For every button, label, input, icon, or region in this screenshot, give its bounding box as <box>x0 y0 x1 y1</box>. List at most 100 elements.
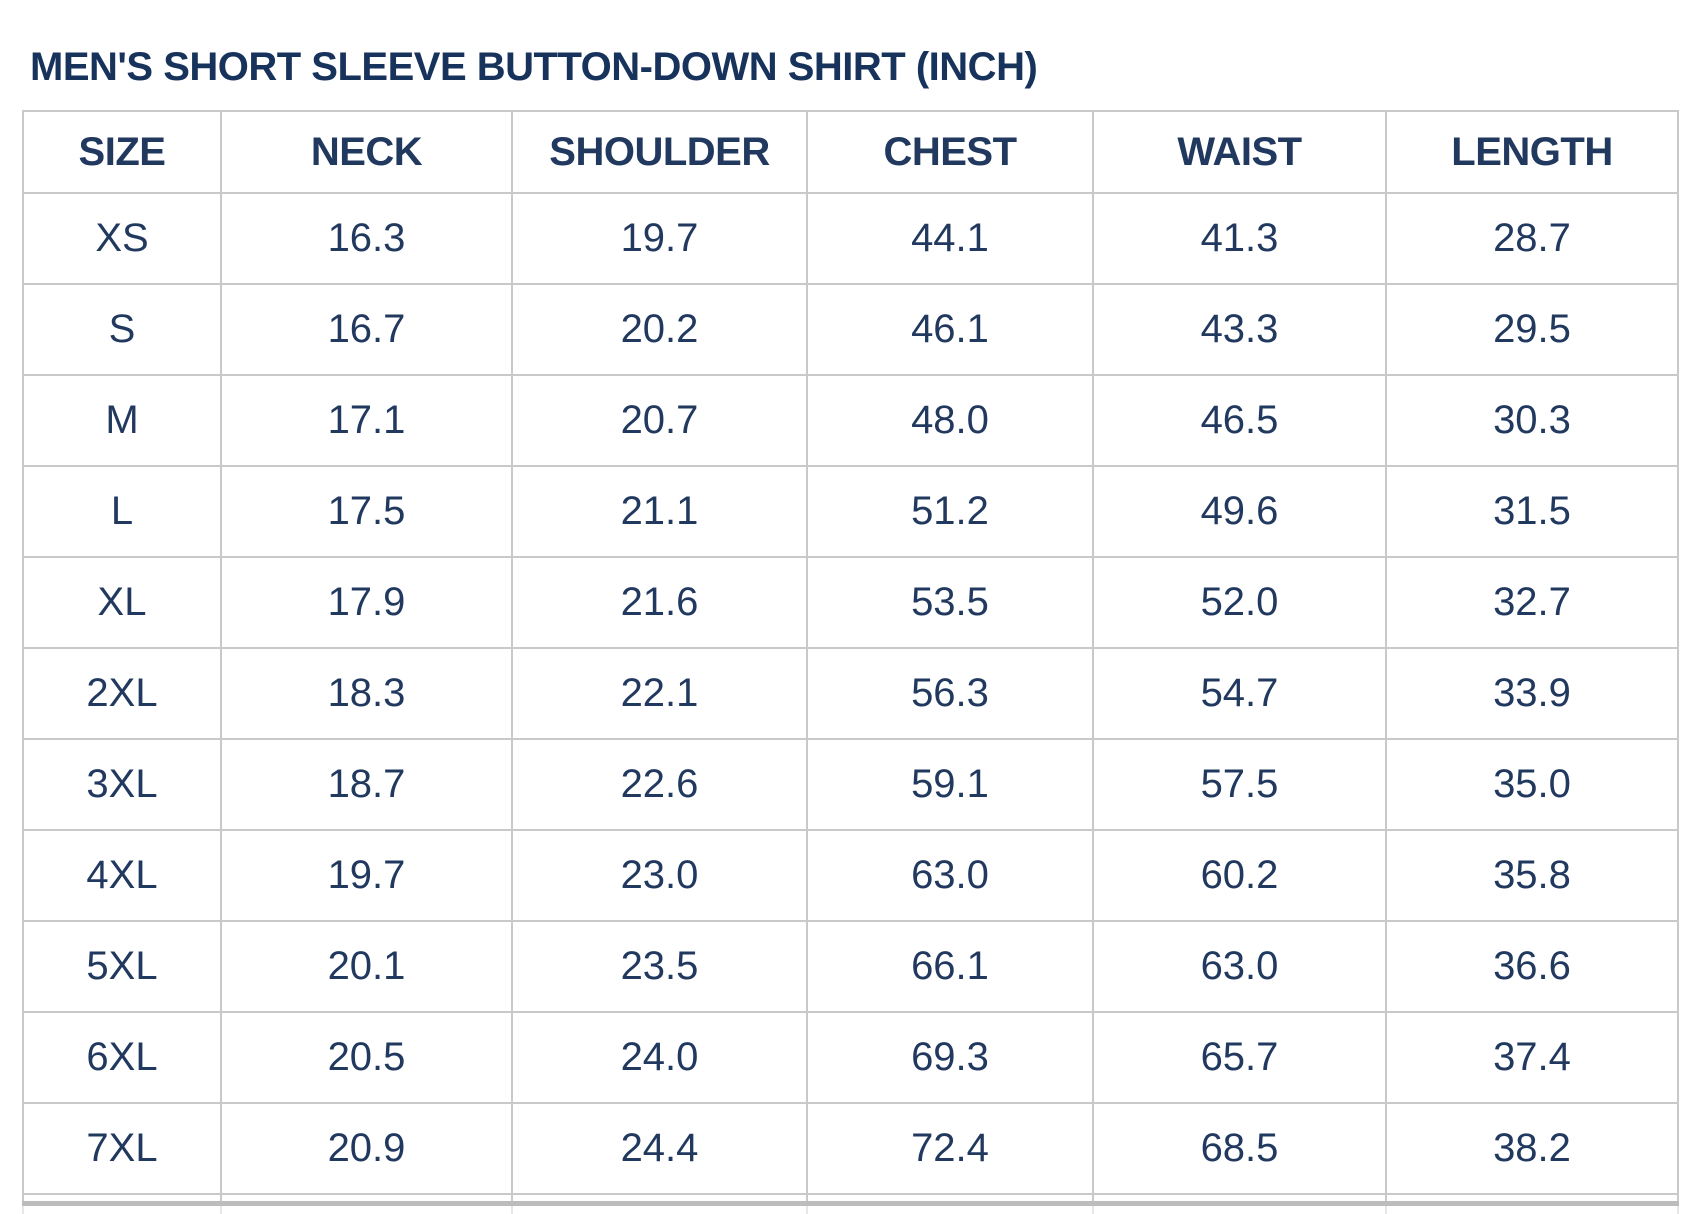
waist-cell: 63.0 <box>1092 920 1387 1013</box>
page-title: MEN'S SHORT SLEEVE BUTTON-DOWN SHIRT (IN… <box>30 45 1038 89</box>
size-cell: 4XL <box>22 829 222 922</box>
shoulder-cell: 24.0 <box>511 1011 808 1104</box>
shoulder-cell: 24.4 <box>511 1102 808 1195</box>
column-header-length: LENGTH <box>1385 110 1679 194</box>
clipped-partial-row <box>22 1203 1679 1214</box>
empty-cell <box>220 1193 513 1206</box>
size-cell: 3XL <box>22 738 222 831</box>
chest-cell: 44.1 <box>806 192 1094 285</box>
table-row: 5XL 20.1 23.5 66.1 63.0 36.6 <box>22 920 1679 1013</box>
neck-cell: 16.3 <box>220 192 513 285</box>
table-row: S 16.7 20.2 46.1 43.3 29.5 <box>22 283 1679 376</box>
chest-cell: 48.0 <box>806 374 1094 467</box>
size-cell: 6XL <box>22 1011 222 1104</box>
length-cell: 31.5 <box>1385 465 1679 558</box>
size-chart-table: SIZE NECK SHOULDER CHEST WAIST LENGTH XS… <box>22 110 1679 1214</box>
shoulder-cell: 23.0 <box>511 829 808 922</box>
empty-cell <box>22 1203 222 1214</box>
chest-cell: 53.5 <box>806 556 1094 649</box>
chest-cell: 69.3 <box>806 1011 1094 1104</box>
clipped-partial-row <box>22 1193 1679 1206</box>
length-cell: 36.6 <box>1385 920 1679 1013</box>
empty-cell <box>22 1193 222 1206</box>
length-cell: 28.7 <box>1385 192 1679 285</box>
neck-cell: 17.1 <box>220 374 513 467</box>
empty-cell <box>1092 1193 1387 1206</box>
shoulder-cell: 20.2 <box>511 283 808 376</box>
neck-cell: 20.9 <box>220 1102 513 1195</box>
size-cell: S <box>22 283 222 376</box>
size-cell: 7XL <box>22 1102 222 1195</box>
column-header-waist: WAIST <box>1092 110 1387 194</box>
empty-cell <box>1385 1193 1679 1206</box>
length-cell: 30.3 <box>1385 374 1679 467</box>
neck-cell: 17.9 <box>220 556 513 649</box>
neck-cell: 17.5 <box>220 465 513 558</box>
waist-cell: 68.5 <box>1092 1102 1387 1195</box>
shoulder-cell: 22.1 <box>511 647 808 740</box>
size-cell: L <box>22 465 222 558</box>
waist-cell: 46.5 <box>1092 374 1387 467</box>
neck-cell: 18.7 <box>220 738 513 831</box>
length-cell: 35.0 <box>1385 738 1679 831</box>
waist-cell: 49.6 <box>1092 465 1387 558</box>
waist-cell: 52.0 <box>1092 556 1387 649</box>
shoulder-cell: 19.7 <box>511 192 808 285</box>
column-header-neck: NECK <box>220 110 513 194</box>
length-cell: 29.5 <box>1385 283 1679 376</box>
length-cell: 32.7 <box>1385 556 1679 649</box>
shoulder-cell: 23.5 <box>511 920 808 1013</box>
chest-cell: 72.4 <box>806 1102 1094 1195</box>
empty-cell <box>806 1203 1094 1214</box>
waist-cell: 54.7 <box>1092 647 1387 740</box>
size-cell: XL <box>22 556 222 649</box>
table-row: 7XL 20.9 24.4 72.4 68.5 38.2 <box>22 1102 1679 1195</box>
table-row: 4XL 19.7 23.0 63.0 60.2 35.8 <box>22 829 1679 922</box>
chest-cell: 56.3 <box>806 647 1094 740</box>
chest-cell: 46.1 <box>806 283 1094 376</box>
waist-cell: 65.7 <box>1092 1011 1387 1104</box>
shoulder-cell: 21.1 <box>511 465 808 558</box>
waist-cell: 60.2 <box>1092 829 1387 922</box>
length-cell: 35.8 <box>1385 829 1679 922</box>
table-body: XS 16.3 19.7 44.1 41.3 28.7 S 16.7 20.2 46.1 43.3 2… <box>22 192 1679 1214</box>
empty-cell <box>511 1203 808 1214</box>
neck-cell: 20.1 <box>220 920 513 1013</box>
column-header-shoulder: SHOULDER <box>511 110 808 194</box>
empty-cell <box>1385 1203 1679 1214</box>
size-cell: 5XL <box>22 920 222 1013</box>
size-cell: M <box>22 374 222 467</box>
size-cell: 2XL <box>22 647 222 740</box>
table-row: 2XL 18.3 22.1 56.3 54.7 33.9 <box>22 647 1679 740</box>
neck-cell: 16.7 <box>220 283 513 376</box>
column-header-chest: CHEST <box>806 110 1094 194</box>
chest-cell: 66.1 <box>806 920 1094 1013</box>
header-row: SIZE NECK SHOULDER CHEST WAIST LENGTH <box>22 110 1679 194</box>
shoulder-cell: 20.7 <box>511 374 808 467</box>
length-cell: 37.4 <box>1385 1011 1679 1104</box>
neck-cell: 18.3 <box>220 647 513 740</box>
shoulder-cell: 22.6 <box>511 738 808 831</box>
length-cell: 33.9 <box>1385 647 1679 740</box>
table-row: XS 16.3 19.7 44.1 41.3 28.7 <box>22 192 1679 285</box>
empty-cell <box>1092 1203 1387 1214</box>
chest-cell: 63.0 <box>806 829 1094 922</box>
table-row: L 17.5 21.1 51.2 49.6 31.5 <box>22 465 1679 558</box>
chest-cell: 51.2 <box>806 465 1094 558</box>
table-row: 6XL 20.5 24.0 69.3 65.7 37.4 <box>22 1011 1679 1104</box>
neck-cell: 20.5 <box>220 1011 513 1104</box>
size-chart-page: MEN'S SHORT SLEEVE BUTTON-DOWN SHIRT (IN… <box>0 44 1697 1214</box>
shoulder-cell: 21.6 <box>511 556 808 649</box>
chest-cell: 59.1 <box>806 738 1094 831</box>
neck-cell: 19.7 <box>220 829 513 922</box>
empty-cell <box>511 1193 808 1206</box>
table-row: M 17.1 20.7 48.0 46.5 30.3 <box>22 374 1679 467</box>
size-cell: XS <box>22 192 222 285</box>
table-row: XL 17.9 21.6 53.5 52.0 32.7 <box>22 556 1679 649</box>
waist-cell: 43.3 <box>1092 283 1387 376</box>
waist-cell: 41.3 <box>1092 192 1387 285</box>
waist-cell: 57.5 <box>1092 738 1387 831</box>
table-row: 3XL 18.7 22.6 59.1 57.5 35.0 <box>22 738 1679 831</box>
length-cell: 38.2 <box>1385 1102 1679 1195</box>
column-header-size: SIZE <box>22 110 222 194</box>
